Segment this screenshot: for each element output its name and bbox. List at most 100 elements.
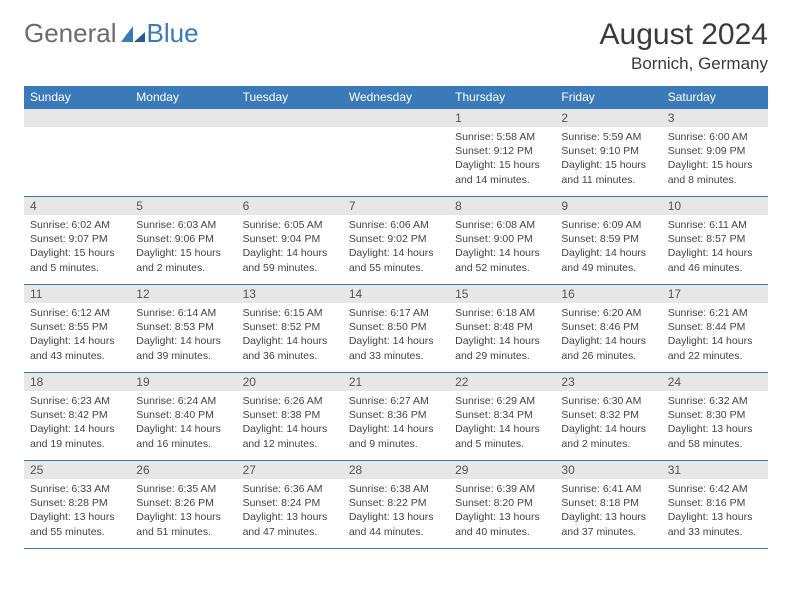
calendar-week: 18Sunrise: 6:23 AMSunset: 8:42 PMDayligh… bbox=[24, 373, 768, 461]
calendar-day-empty bbox=[24, 109, 130, 197]
day-number: 26 bbox=[130, 461, 236, 479]
day-data: Sunrise: 6:12 AMSunset: 8:55 PMDaylight:… bbox=[24, 303, 130, 369]
day-number: 15 bbox=[449, 285, 555, 303]
month-title: August 2024 bbox=[600, 18, 768, 52]
logo-text-1: General bbox=[24, 18, 117, 49]
day-number: 22 bbox=[449, 373, 555, 391]
day-number: 1 bbox=[449, 109, 555, 127]
day-data: Sunrise: 6:33 AMSunset: 8:28 PMDaylight:… bbox=[24, 479, 130, 545]
calendar-day: 15Sunrise: 6:18 AMSunset: 8:48 PMDayligh… bbox=[449, 285, 555, 373]
header: General Blue August 2024 Bornich, German… bbox=[24, 18, 768, 74]
day-number: 18 bbox=[24, 373, 130, 391]
day-header: Saturday bbox=[662, 86, 768, 109]
day-data: Sunrise: 6:42 AMSunset: 8:16 PMDaylight:… bbox=[662, 479, 768, 545]
day-data: Sunrise: 5:59 AMSunset: 9:10 PMDaylight:… bbox=[555, 127, 661, 193]
day-data: Sunrise: 6:03 AMSunset: 9:06 PMDaylight:… bbox=[130, 215, 236, 281]
day-data: Sunrise: 6:36 AMSunset: 8:24 PMDaylight:… bbox=[237, 479, 343, 545]
calendar-day: 17Sunrise: 6:21 AMSunset: 8:44 PMDayligh… bbox=[662, 285, 768, 373]
day-header: Tuesday bbox=[237, 86, 343, 109]
calendar-table: SundayMondayTuesdayWednesdayThursdayFrid… bbox=[24, 86, 768, 549]
day-data: Sunrise: 6:05 AMSunset: 9:04 PMDaylight:… bbox=[237, 215, 343, 281]
day-number: 29 bbox=[449, 461, 555, 479]
calendar-day: 9Sunrise: 6:09 AMSunset: 8:59 PMDaylight… bbox=[555, 197, 661, 285]
day-data: Sunrise: 6:08 AMSunset: 9:00 PMDaylight:… bbox=[449, 215, 555, 281]
calendar-day: 10Sunrise: 6:11 AMSunset: 8:57 PMDayligh… bbox=[662, 197, 768, 285]
day-data: Sunrise: 5:58 AMSunset: 9:12 PMDaylight:… bbox=[449, 127, 555, 193]
calendar-day: 13Sunrise: 6:15 AMSunset: 8:52 PMDayligh… bbox=[237, 285, 343, 373]
day-number: 7 bbox=[343, 197, 449, 215]
calendar-day: 26Sunrise: 6:35 AMSunset: 8:26 PMDayligh… bbox=[130, 461, 236, 549]
calendar-day-empty bbox=[130, 109, 236, 197]
calendar-day: 12Sunrise: 6:14 AMSunset: 8:53 PMDayligh… bbox=[130, 285, 236, 373]
day-header: Sunday bbox=[24, 86, 130, 109]
day-data: Sunrise: 6:26 AMSunset: 8:38 PMDaylight:… bbox=[237, 391, 343, 457]
day-data: Sunrise: 6:41 AMSunset: 8:18 PMDaylight:… bbox=[555, 479, 661, 545]
day-number: 21 bbox=[343, 373, 449, 391]
day-number: 12 bbox=[130, 285, 236, 303]
day-number: 28 bbox=[343, 461, 449, 479]
calendar-day: 7Sunrise: 6:06 AMSunset: 9:02 PMDaylight… bbox=[343, 197, 449, 285]
calendar-week: 25Sunrise: 6:33 AMSunset: 8:28 PMDayligh… bbox=[24, 461, 768, 549]
day-header: Monday bbox=[130, 86, 236, 109]
day-number: 2 bbox=[555, 109, 661, 127]
day-data: Sunrise: 6:09 AMSunset: 8:59 PMDaylight:… bbox=[555, 215, 661, 281]
day-data: Sunrise: 6:15 AMSunset: 8:52 PMDaylight:… bbox=[237, 303, 343, 369]
day-number: 24 bbox=[662, 373, 768, 391]
calendar-day: 30Sunrise: 6:41 AMSunset: 8:18 PMDayligh… bbox=[555, 461, 661, 549]
logo-sail-icon bbox=[119, 24, 147, 44]
day-number-empty bbox=[237, 109, 343, 127]
day-header: Friday bbox=[555, 86, 661, 109]
day-data: Sunrise: 6:27 AMSunset: 8:36 PMDaylight:… bbox=[343, 391, 449, 457]
day-number: 4 bbox=[24, 197, 130, 215]
day-number: 9 bbox=[555, 197, 661, 215]
calendar-day: 29Sunrise: 6:39 AMSunset: 8:20 PMDayligh… bbox=[449, 461, 555, 549]
day-data: Sunrise: 6:21 AMSunset: 8:44 PMDaylight:… bbox=[662, 303, 768, 369]
day-number: 17 bbox=[662, 285, 768, 303]
calendar-day: 25Sunrise: 6:33 AMSunset: 8:28 PMDayligh… bbox=[24, 461, 130, 549]
day-number: 31 bbox=[662, 461, 768, 479]
calendar-body: 1Sunrise: 5:58 AMSunset: 9:12 PMDaylight… bbox=[24, 109, 768, 549]
day-number: 3 bbox=[662, 109, 768, 127]
calendar-day-empty bbox=[343, 109, 449, 197]
calendar-day: 11Sunrise: 6:12 AMSunset: 8:55 PMDayligh… bbox=[24, 285, 130, 373]
calendar-day: 6Sunrise: 6:05 AMSunset: 9:04 PMDaylight… bbox=[237, 197, 343, 285]
day-number: 19 bbox=[130, 373, 236, 391]
calendar-day: 24Sunrise: 6:32 AMSunset: 8:30 PMDayligh… bbox=[662, 373, 768, 461]
day-data: Sunrise: 6:18 AMSunset: 8:48 PMDaylight:… bbox=[449, 303, 555, 369]
day-data: Sunrise: 6:20 AMSunset: 8:46 PMDaylight:… bbox=[555, 303, 661, 369]
day-header-row: SundayMondayTuesdayWednesdayThursdayFrid… bbox=[24, 86, 768, 109]
calendar-day: 21Sunrise: 6:27 AMSunset: 8:36 PMDayligh… bbox=[343, 373, 449, 461]
day-number-empty bbox=[130, 109, 236, 127]
day-number: 10 bbox=[662, 197, 768, 215]
calendar-day: 22Sunrise: 6:29 AMSunset: 8:34 PMDayligh… bbox=[449, 373, 555, 461]
day-number: 30 bbox=[555, 461, 661, 479]
day-number: 16 bbox=[555, 285, 661, 303]
day-data: Sunrise: 6:11 AMSunset: 8:57 PMDaylight:… bbox=[662, 215, 768, 281]
day-data: Sunrise: 6:23 AMSunset: 8:42 PMDaylight:… bbox=[24, 391, 130, 457]
calendar-day: 3Sunrise: 6:00 AMSunset: 9:09 PMDaylight… bbox=[662, 109, 768, 197]
calendar-day: 28Sunrise: 6:38 AMSunset: 8:22 PMDayligh… bbox=[343, 461, 449, 549]
day-data: Sunrise: 6:00 AMSunset: 9:09 PMDaylight:… bbox=[662, 127, 768, 193]
location: Bornich, Germany bbox=[600, 54, 768, 74]
day-header: Thursday bbox=[449, 86, 555, 109]
day-data: Sunrise: 6:35 AMSunset: 8:26 PMDaylight:… bbox=[130, 479, 236, 545]
day-number: 23 bbox=[555, 373, 661, 391]
calendar-day: 27Sunrise: 6:36 AMSunset: 8:24 PMDayligh… bbox=[237, 461, 343, 549]
calendar-day: 1Sunrise: 5:58 AMSunset: 9:12 PMDaylight… bbox=[449, 109, 555, 197]
day-data: Sunrise: 6:02 AMSunset: 9:07 PMDaylight:… bbox=[24, 215, 130, 281]
day-data: Sunrise: 6:39 AMSunset: 8:20 PMDaylight:… bbox=[449, 479, 555, 545]
day-number-empty bbox=[24, 109, 130, 127]
day-number-empty bbox=[343, 109, 449, 127]
calendar-day: 14Sunrise: 6:17 AMSunset: 8:50 PMDayligh… bbox=[343, 285, 449, 373]
day-number: 13 bbox=[237, 285, 343, 303]
calendar-day: 2Sunrise: 5:59 AMSunset: 9:10 PMDaylight… bbox=[555, 109, 661, 197]
calendar-day: 5Sunrise: 6:03 AMSunset: 9:06 PMDaylight… bbox=[130, 197, 236, 285]
logo: General Blue bbox=[24, 18, 199, 49]
calendar-day: 20Sunrise: 6:26 AMSunset: 8:38 PMDayligh… bbox=[237, 373, 343, 461]
day-data: Sunrise: 6:38 AMSunset: 8:22 PMDaylight:… bbox=[343, 479, 449, 545]
title-block: August 2024 Bornich, Germany bbox=[600, 18, 768, 74]
calendar-day: 23Sunrise: 6:30 AMSunset: 8:32 PMDayligh… bbox=[555, 373, 661, 461]
day-data: Sunrise: 6:29 AMSunset: 8:34 PMDaylight:… bbox=[449, 391, 555, 457]
calendar-day: 31Sunrise: 6:42 AMSunset: 8:16 PMDayligh… bbox=[662, 461, 768, 549]
logo-text-2: Blue bbox=[147, 18, 199, 49]
